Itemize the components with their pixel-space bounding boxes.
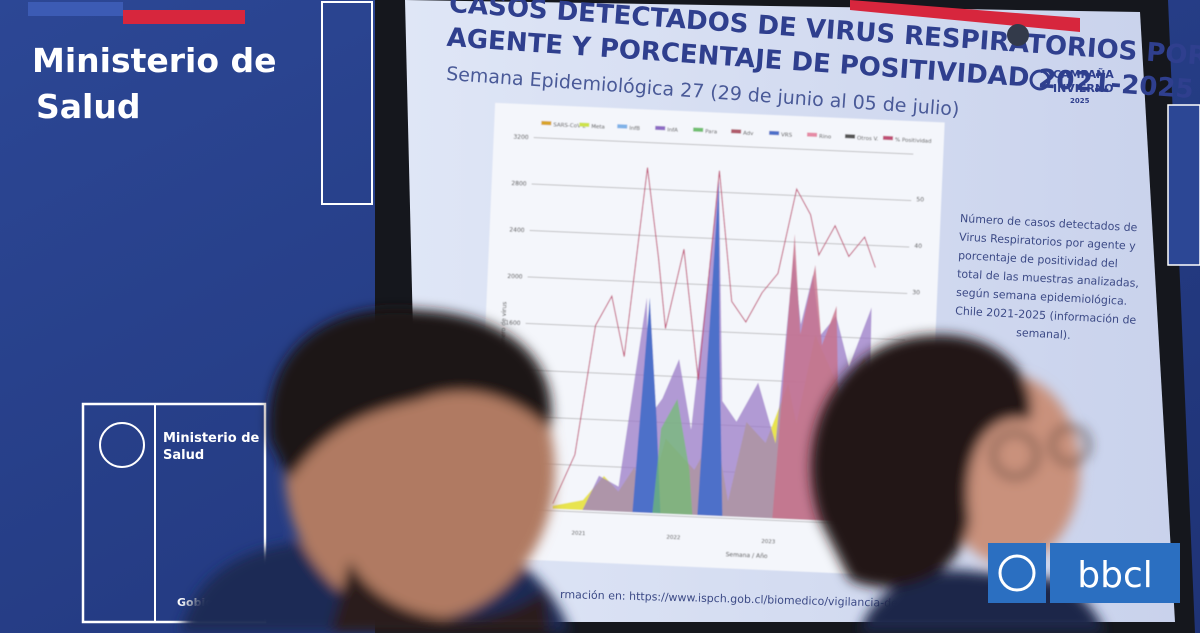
logo-text: Ministerio de [32,41,277,80]
man-hair [269,308,552,480]
legend-label: SARS-CoV-2 [553,122,586,129]
man-beard [330,560,550,633]
legend-swatch [731,129,742,134]
legend-label: Rino [819,134,832,141]
legend-swatch [617,124,628,129]
wall-panel [1167,104,1200,266]
campaign: CAMPAÑA INVIERNO 2025 [1029,68,1114,105]
logo-text: Salud [163,448,204,463]
campaign-text: CAMPAÑA [1053,68,1114,81]
chart-area [697,180,723,517]
legend-swatch [806,132,818,137]
legend-label: InfA [667,127,678,133]
legend-swatch [579,122,590,127]
chart-area [652,399,693,515]
logo-text: Salud [36,87,140,126]
logo-text: Ministerio de [163,431,260,446]
legend-swatch [541,120,552,126]
stripe [28,2,123,16]
bbcl-badge [1050,543,1180,603]
y2-label: 40 [914,243,922,250]
y2-label: 30 [912,289,920,296]
x-year: 2022 [666,535,680,542]
y-label: 2800 [511,180,527,188]
x-year: 2021 [571,531,585,538]
people [180,308,1105,633]
legend-swatch [693,127,704,132]
frame [321,1,373,205]
camera [1007,24,1029,46]
legend-label: InfB [629,126,640,132]
screen-stripe [850,0,1080,32]
campaign-text: 2025 [1070,97,1090,105]
y-title: Número de virus [499,302,508,352]
description-line: semanal). [1016,326,1071,342]
bbcl-icon-ring [998,554,1036,592]
y-label: 3200 [513,134,529,142]
grid-line [533,137,914,155]
legend-label: VRS [781,132,793,138]
y-label: 2400 [509,227,525,235]
x-year: 2023 [761,539,776,546]
legend-label: Adv [743,131,754,137]
y2-label: 50 [916,196,924,203]
chart-line [552,167,876,504]
glasses [1050,425,1090,465]
stripe [123,10,245,24]
glasses [991,431,1039,479]
legend-label: % Positividad [895,137,932,145]
bbcl-text: bbcl [1077,555,1153,596]
y-label: 1600 [505,319,521,327]
legend-swatch [882,135,894,141]
legend-swatch [769,130,780,136]
logo-top: Ministerio de Salud [32,41,277,126]
legend-label: Otros V. [857,136,879,143]
woman-hair [811,334,1032,588]
bbcl-icon [988,543,1046,603]
chart-area [632,297,661,514]
legend-swatch [844,134,856,139]
legend-label: Para [705,129,717,136]
x-title: Semana / Año [726,551,769,560]
y-label: 2000 [507,273,523,281]
campaign-text: INVIERNO [1053,82,1113,95]
emblem [99,422,145,468]
logo-frame [81,402,267,624]
legend-swatch [655,125,666,131]
legend-label: Meta [591,124,605,131]
